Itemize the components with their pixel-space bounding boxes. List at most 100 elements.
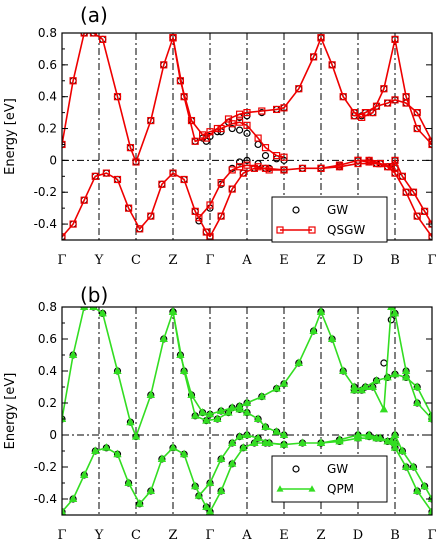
data-point [380, 359, 388, 367]
legend-marker [276, 485, 284, 492]
data-point [62, 507, 67, 515]
data-point [98, 308, 107, 317]
data-point [91, 446, 100, 455]
data-point [242, 430, 252, 439]
data-point [361, 109, 369, 117]
x-tick-label: Γ [205, 253, 214, 268]
data-point [384, 99, 392, 107]
data-point [180, 93, 188, 101]
legend-marker [308, 485, 316, 492]
y-axis-title: Energy [eV] [3, 98, 18, 175]
x-tick-label: Γ [57, 253, 66, 268]
y-tick-label: 0 [49, 428, 57, 442]
data-point [146, 486, 155, 495]
legend-label: QSGW [327, 223, 365, 237]
data-point [113, 449, 122, 458]
data-point [124, 204, 133, 212]
series-qsgw [62, 33, 432, 240]
legend-marker [308, 226, 316, 234]
x-tick-label: Z [316, 253, 325, 268]
data-point [213, 414, 222, 423]
data-point [239, 443, 248, 451]
panel-a: -0.4 -0.2 0 0.2 0.4 0.6 0.8 Γ Y C Z Γ A E Z D B Γ Energy [… [3, 3, 436, 268]
data-point [401, 462, 411, 471]
data-point [243, 109, 251, 117]
data-point [280, 166, 288, 174]
x-tick-label: Y [94, 253, 104, 268]
y-tick-label: 0 [49, 153, 57, 167]
legend-label: QPM [327, 482, 354, 496]
legend-label: GW [327, 203, 348, 217]
data-point [427, 411, 432, 419]
data-point [160, 61, 168, 69]
data-point [428, 415, 432, 423]
data-point [295, 85, 303, 93]
data-point [257, 391, 266, 400]
data-point [216, 486, 226, 495]
data-point [236, 110, 244, 118]
data-point [228, 120, 236, 128]
data-point [159, 334, 168, 343]
data-point [401, 372, 411, 381]
data-point [372, 102, 381, 110]
data-point [194, 491, 204, 499]
data-point [353, 430, 363, 439]
data-point [242, 398, 252, 407]
data-point [91, 172, 99, 180]
data-point [243, 156, 251, 164]
data-point [350, 112, 358, 120]
data-point [280, 153, 288, 161]
data-point [205, 409, 215, 418]
data-point [361, 382, 370, 391]
y-tick-label: 0.4 [38, 90, 57, 104]
data-point [228, 459, 237, 467]
data-point [69, 220, 77, 228]
data-point [261, 422, 270, 431]
y-tick-label: 0.8 [38, 300, 57, 314]
y-tick-label: 0.2 [38, 122, 57, 136]
x-tick-label: Z [168, 253, 177, 268]
data-point [380, 85, 388, 93]
y-tick-label: 0.4 [38, 364, 57, 378]
data-point [390, 308, 400, 317]
x-tick-label: C [131, 528, 141, 543]
data-point [390, 443, 400, 451]
data-point [254, 134, 262, 142]
data-point [80, 196, 88, 204]
series-line [320, 37, 432, 146]
data-point [180, 175, 188, 184]
y-tick-label: -0.2 [34, 460, 57, 474]
data-point [413, 212, 421, 220]
data-point [239, 169, 247, 177]
data-point [402, 188, 410, 196]
data-point [169, 34, 177, 42]
data-point [69, 77, 77, 85]
x-tick-label: D [353, 253, 363, 268]
data-point [126, 144, 135, 152]
data-point [391, 35, 399, 43]
data-point [294, 358, 303, 367]
data-point [365, 158, 373, 166]
data-point [243, 129, 251, 137]
data-point [202, 134, 210, 142]
data-point [68, 350, 78, 359]
legend-marker [292, 206, 300, 214]
y-tick-label: -0.4 [34, 217, 57, 231]
data-point [261, 164, 270, 172]
data-point [390, 430, 400, 439]
data-point [179, 449, 189, 458]
data-point [135, 499, 144, 507]
data-point [216, 406, 226, 415]
data-point [280, 104, 288, 112]
y-tick-label: -0.4 [34, 492, 57, 506]
y-tick-label: 0.6 [38, 58, 57, 72]
data-point [147, 212, 155, 220]
data-point [387, 307, 396, 311]
data-point [328, 61, 336, 69]
data-point [261, 144, 270, 152]
data-point [68, 494, 78, 503]
plot-frame [61, 306, 433, 516]
legend-box [271, 455, 388, 503]
legend: GW QSGW [271, 196, 388, 243]
